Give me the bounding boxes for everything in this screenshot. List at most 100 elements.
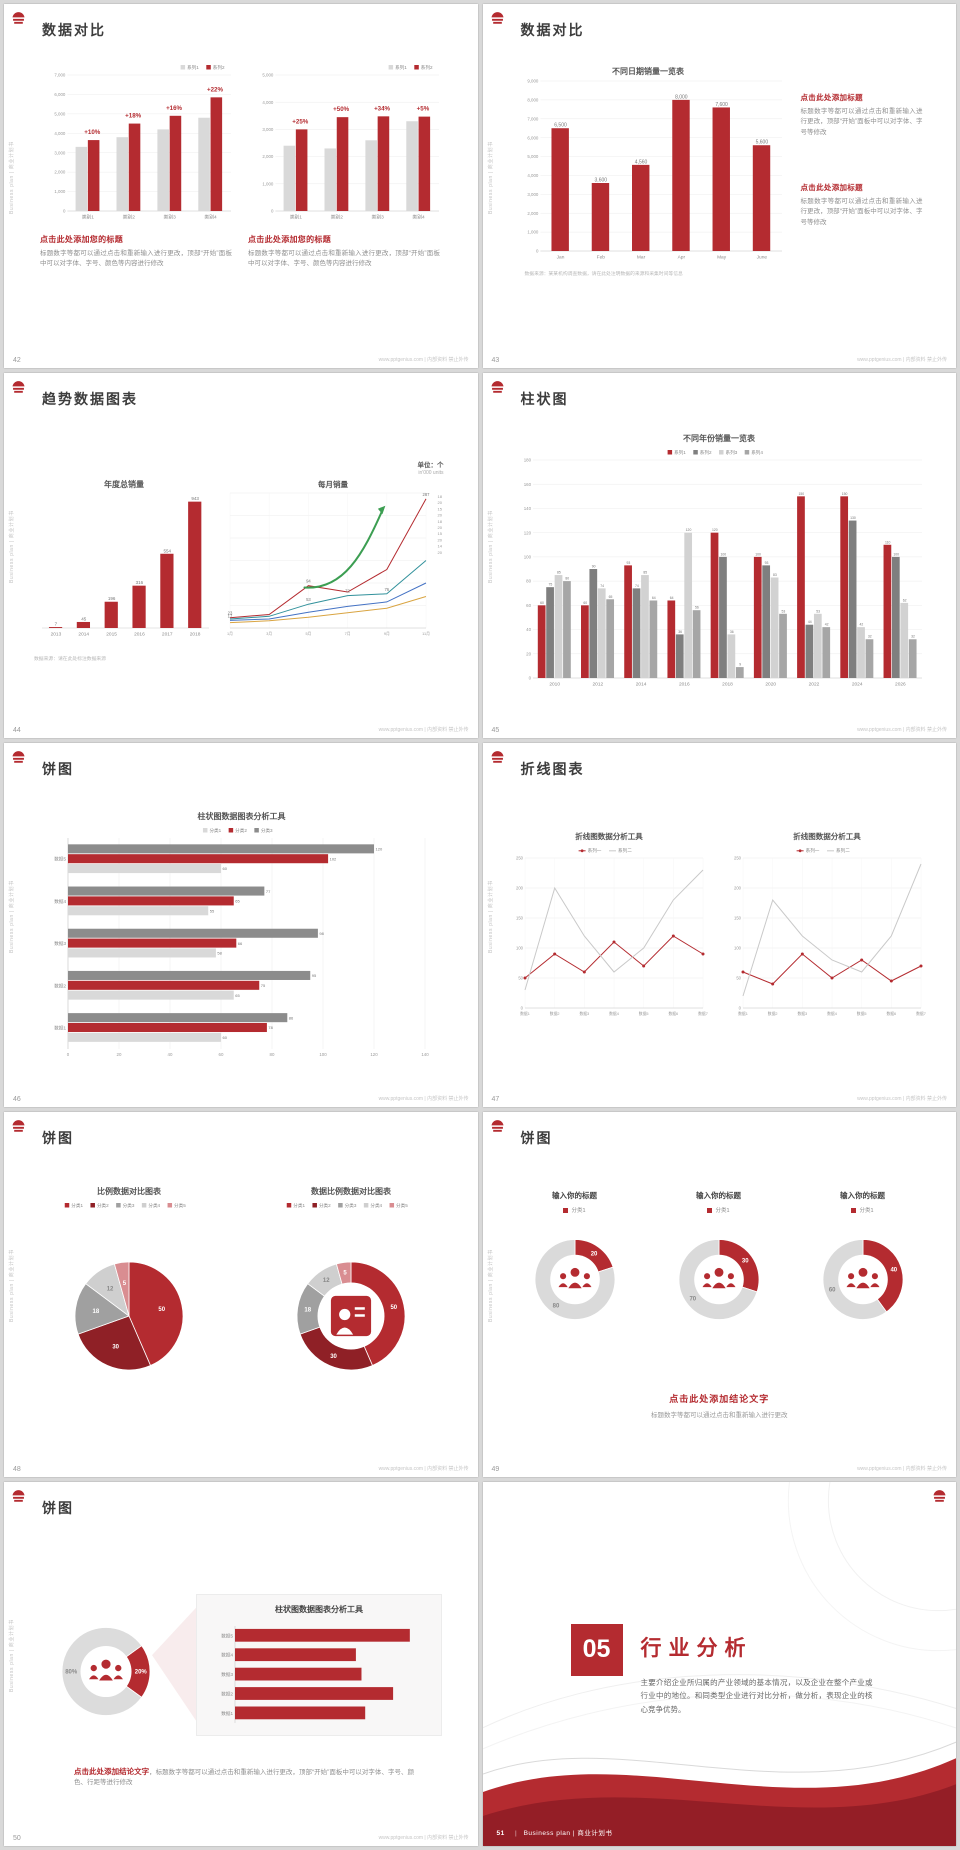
svg-text:15: 15 — [438, 507, 443, 512]
monthly-sales-line-chart: 每月销量 1月 3月 5月 7月 9月 11月 23 94 287 53 72 76 17 18 20 15 20… — [222, 477, 444, 639]
svg-text:18: 18 — [304, 1308, 311, 1314]
svg-text:数据比例数据对比图表: 数据比例数据对比图表 — [311, 1186, 392, 1196]
slide-title: 趋势数据图表 — [42, 391, 138, 408]
logo-icon — [932, 1489, 947, 1504]
svg-text:5,000: 5,000 — [262, 73, 274, 78]
caption-heading: 点击此处添加标题 — [800, 93, 863, 102]
svg-text:类别3: 类别3 — [164, 214, 177, 221]
svg-text:85: 85 — [556, 571, 560, 575]
svg-text:60: 60 — [540, 601, 544, 605]
svg-text:120: 120 — [712, 529, 718, 533]
svg-text:系列2: 系列2 — [699, 449, 711, 456]
slide-45-column-chart: Business plan | 商业计划书 柱状图 不同年份销量一览表 系列1 系列… — [482, 373, 956, 738]
svg-text:类别2: 类别2 — [123, 214, 136, 221]
svg-text:年度总销量: 年度总销量 — [104, 479, 144, 489]
svg-text:23: 23 — [228, 611, 233, 616]
svg-text:4,000: 4,000 — [527, 173, 539, 178]
side-vertical-text: Business plan | 商业计划书 — [487, 510, 494, 584]
svg-text:系列1: 系列1 — [395, 64, 407, 71]
svg-text:5: 5 — [123, 1281, 127, 1287]
legend-label: 分类1 — [859, 1208, 874, 1215]
svg-text:74: 74 — [600, 584, 604, 588]
svg-text:80: 80 — [552, 1304, 559, 1310]
svg-text:100: 100 — [734, 945, 742, 950]
donut-column-3: 输入你的标题 分类1 40 60 — [793, 1190, 933, 1337]
svg-text:60: 60 — [223, 1035, 228, 1040]
slide-title: 饼图 — [42, 1499, 74, 1516]
svg-text:系列3: 系列3 — [725, 449, 737, 456]
svg-text:2024: 2024 — [851, 682, 862, 688]
conclusion-rest: ，标题数字等都可以通过点击和重新输入进行更改，顶部“开始”面板中可以对字体、字号… — [74, 1768, 414, 1787]
caption-body: 标题数字等都可以通过点击和重新输入进行更改，顶部“开始”面板中可以对字体、字号等… — [800, 198, 923, 226]
svg-text:60: 60 — [828, 1288, 835, 1294]
svg-text:类别3: 类别3 — [372, 214, 385, 221]
sales-bar-chart: 不同日期销量一览表 0 1,000 2,000 3,000 4,000 5,000 6,000… — [509, 64, 787, 262]
svg-text:0: 0 — [738, 1005, 741, 1010]
svg-text:数据7: 数据7 — [698, 1011, 708, 1016]
svg-text:100: 100 — [755, 553, 761, 557]
svg-text:200: 200 — [516, 885, 524, 890]
legend-swatch — [707, 1208, 713, 1214]
column-heading: 输入你的标题 — [552, 1191, 597, 1201]
svg-text:20: 20 — [117, 1052, 122, 1057]
svg-text:数据3: 数据3 — [54, 940, 66, 947]
footer-text: www.pptgenius.com | 内部资料 禁止外传 — [378, 1096, 469, 1103]
page-number: 50 — [13, 1834, 21, 1842]
svg-text:65: 65 — [235, 898, 240, 903]
svg-text:分类2: 分类2 — [319, 1202, 331, 1209]
svg-text:120: 120 — [523, 531, 531, 536]
svg-text:2014: 2014 — [635, 682, 646, 688]
svg-text:+50%: +50% — [333, 106, 349, 113]
svg-text:110: 110 — [885, 541, 891, 545]
svg-text:数据2: 数据2 — [221, 1690, 233, 1697]
svg-text:150: 150 — [798, 492, 804, 496]
page-number: 44 — [13, 726, 21, 734]
svg-text:数据3: 数据3 — [797, 1011, 807, 1016]
donut-chart-1: 20 80 — [505, 1219, 645, 1337]
legend-label: 分类1 — [571, 1208, 586, 1215]
svg-text:2,000: 2,000 — [527, 211, 539, 216]
slide-title: 柱状图 — [520, 391, 569, 408]
svg-text:65: 65 — [608, 595, 612, 599]
svg-text:36: 36 — [678, 630, 682, 634]
svg-text:8,000: 8,000 — [527, 97, 539, 102]
svg-text:Feb: Feb — [596, 255, 605, 261]
slide-title: 折线图表 — [520, 760, 585, 777]
svg-text:0: 0 — [528, 676, 531, 681]
caption-body: 标题数字等都可以通过点击和重新输入进行更改，顶部“开始”面板中可以对字体、字号、… — [248, 250, 440, 268]
svg-text:17: 17 — [228, 614, 233, 619]
slide-title: 饼图 — [520, 1130, 553, 1147]
svg-text:数据4: 数据4 — [827, 1011, 837, 1016]
svg-text:柱状图数据图表分析工具: 柱状图数据图表分析工具 — [198, 811, 286, 821]
svg-text:15: 15 — [438, 532, 443, 537]
svg-text:60: 60 — [583, 601, 587, 605]
caption-heading: 点击此处添加您的标题 — [248, 235, 331, 244]
background-arcs — [482, 1481, 956, 1749]
caption-block-bottom: 点击此处添加标题 标题数字等都可以通过点击和重新输入进行更改，顶部“开始”面板中… — [801, 182, 923, 228]
svg-text:类别1: 类别1 — [82, 214, 95, 221]
svg-text:数据1: 数据1 — [738, 1011, 748, 1016]
svg-text:5: 5 — [343, 1271, 347, 1277]
svg-text:系列2: 系列2 — [421, 64, 433, 71]
svg-text:7,000: 7,000 — [527, 116, 539, 121]
svg-text:2010: 2010 — [549, 682, 560, 688]
svg-text:9,000: 9,000 — [527, 79, 539, 84]
legend-swatch — [851, 1208, 857, 1214]
caption-body: 标题数字等都可以通过点击和重新输入进行更改，顶部“开始”面板中可以对字体、字号等… — [800, 108, 923, 136]
side-vertical-text: Business plan | 商业计划书 — [9, 1618, 15, 1692]
svg-text:75: 75 — [548, 583, 552, 587]
svg-text:3,000: 3,000 — [262, 127, 274, 132]
slide-43-data-comparison: Business plan | 商业计划书 数据对比 不同日期销量一览表 0 1,0… — [482, 4, 956, 369]
svg-text:分类4: 分类4 — [370, 1202, 382, 1209]
slide-48-pie-charts: Business plan | 商业计划书 饼图 比例数据对比图表 分类1 分类2 分… — [4, 1112, 478, 1477]
red-swoosh-graphic — [482, 1741, 956, 1846]
side-vertical-text: Business plan | 商业计划书 — [9, 510, 15, 584]
caption-block-top: 点击此处添加标题 标题数字等都可以通过点击和重新输入进行更改，顶部“开始”面板中… — [801, 92, 923, 138]
side-vertical-text: Business plan | 商业计划书 — [487, 879, 494, 953]
svg-text:75: 75 — [261, 983, 266, 988]
svg-text:316: 316 — [136, 581, 144, 586]
caption-body: 标题数字等都可以通过点击和重新输入进行更改，顶部“开始”面板中可以对字体、字号、… — [40, 250, 232, 268]
svg-text:50: 50 — [736, 975, 741, 980]
svg-text:70: 70 — [689, 1297, 696, 1303]
page-number: 48 — [13, 1465, 21, 1473]
